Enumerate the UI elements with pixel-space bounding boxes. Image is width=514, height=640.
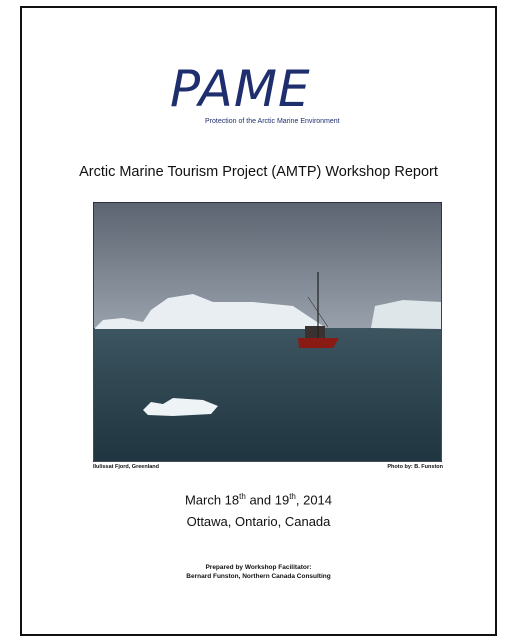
page: PAME Protection of the Arctic Marine Env… xyxy=(0,0,514,640)
logo: PAME xyxy=(170,60,311,118)
date-suffix: th xyxy=(239,492,246,501)
photo-caption: Ilulissat Fjord, Greenland xyxy=(93,464,159,470)
logo-tagline: Protection of the Arctic Marine Environm… xyxy=(205,118,340,125)
date-part: March 18 xyxy=(185,492,239,507)
date-suffix: th xyxy=(289,492,296,501)
workshop-location: Ottawa, Ontario, Canada xyxy=(22,514,495,529)
photo-credit: Photo by: B. Funston xyxy=(387,464,443,470)
date-part: , 2014 xyxy=(296,492,332,507)
prepared-by-name: Bernard Funston, Northern Canada Consult… xyxy=(22,573,495,580)
cover: PAME Protection of the Arctic Marine Env… xyxy=(20,6,497,636)
workshop-date: March 18th and 19th, 2014 xyxy=(22,492,495,507)
cover-photo xyxy=(93,202,442,462)
report-title: Arctic Marine Tourism Project (AMTP) Wor… xyxy=(22,164,495,180)
date-part: and 19 xyxy=(246,492,289,507)
prepared-by: Prepared by Workshop Facilitator: xyxy=(22,564,495,571)
